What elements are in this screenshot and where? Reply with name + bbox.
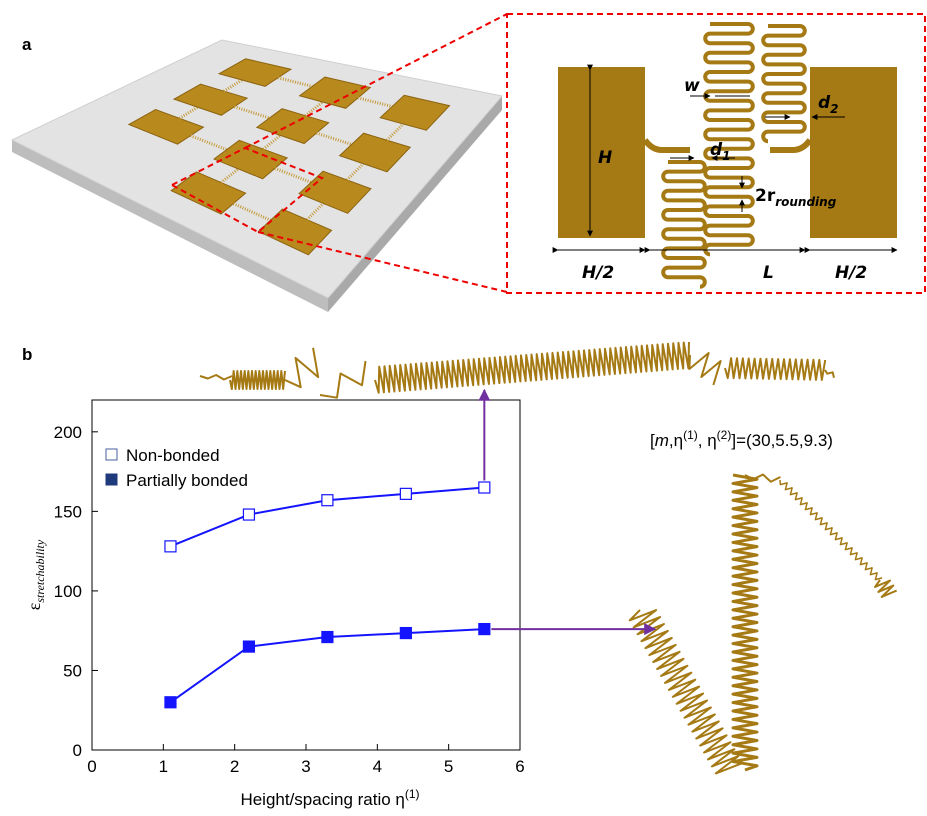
serpentine-image xyxy=(689,353,720,385)
legend-label: Non-bonded xyxy=(126,446,220,465)
x-tick-label: 0 xyxy=(87,757,96,776)
serpentine-image xyxy=(375,342,689,393)
dim-label-base: d xyxy=(710,140,723,160)
x-tick-label: 6 xyxy=(515,757,524,776)
y-tick-label: 200 xyxy=(54,423,82,442)
serpentine-image xyxy=(320,361,366,398)
annotation: [m,η(1), η(2)]=(30,5.5,9.3) xyxy=(650,428,833,450)
serpentine-image xyxy=(725,358,825,380)
annotation-part: (1) xyxy=(683,428,698,442)
data-point xyxy=(243,509,254,520)
dim-label: H/2 xyxy=(835,263,867,283)
data-point xyxy=(400,488,411,499)
figure: a b H H/2 L H/2 w d2 d1 2rroundin xyxy=(0,0,927,811)
dim-label: H/2 xyxy=(582,263,614,283)
neck xyxy=(770,140,810,150)
y-axis-label: εstretchability xyxy=(24,539,47,610)
dim-label-base: d xyxy=(818,93,831,113)
data-point xyxy=(322,632,333,643)
annotation-part: ]=(30,5.5,9.3) xyxy=(731,431,833,450)
neck xyxy=(645,140,690,150)
x-axis-label-text: Height/spacing ratio η xyxy=(240,790,404,809)
y-tick-label: 100 xyxy=(54,582,82,601)
dim-label: w xyxy=(684,76,700,96)
dim-label: L xyxy=(763,263,774,283)
annotation-part: (2) xyxy=(717,428,732,442)
serpentine xyxy=(763,26,805,141)
panel-label: a xyxy=(22,35,32,54)
serpentine-image xyxy=(230,371,285,389)
serpentine-image xyxy=(630,610,742,773)
serpentine-image xyxy=(875,580,897,597)
serpentine-image xyxy=(733,475,757,770)
dim-label: H xyxy=(598,148,612,168)
y-tick-label: 0 xyxy=(73,741,82,760)
serpentine-image xyxy=(780,480,882,580)
data-point xyxy=(165,541,176,552)
data-point xyxy=(479,624,490,635)
data-point xyxy=(400,628,411,639)
y-tick-label: 150 xyxy=(54,502,82,521)
page: a b H H/2 L H/2 w d2 d1 2rroundin xyxy=(0,0,927,816)
x-tick-label: 5 xyxy=(444,757,453,776)
legend-marker xyxy=(106,474,117,485)
legend-label: Partially bonded xyxy=(126,471,248,490)
dim-label-sub: 2 xyxy=(830,102,838,116)
y-axis-label-sub: stretchability xyxy=(33,539,47,603)
data-point xyxy=(322,495,333,506)
data-point xyxy=(479,482,490,493)
legend-marker xyxy=(106,449,117,460)
x-axis-label: Height/spacing ratio η(1) xyxy=(240,787,419,809)
dim-label-sub: 1 xyxy=(722,149,730,163)
x-tick-label: 4 xyxy=(373,757,382,776)
annotation-part: , η xyxy=(698,431,717,450)
annotation-part: ,η xyxy=(669,431,683,450)
dim-label: d1 xyxy=(710,140,731,163)
x-tick-label: 1 xyxy=(159,757,168,776)
y-tick-label: 50 xyxy=(63,661,82,680)
x-axis-label-sup: (1) xyxy=(405,787,420,801)
annotation-part: m xyxy=(655,431,669,450)
x-tick-label: 2 xyxy=(230,757,239,776)
serpentine-image xyxy=(200,375,232,379)
serpentine xyxy=(663,162,705,287)
dim-label-sub: rounding xyxy=(775,195,836,209)
deformed-serpentine-images xyxy=(200,342,897,773)
data-point xyxy=(165,697,176,708)
panel-label: b xyxy=(22,345,32,364)
serpentine-image xyxy=(285,348,318,387)
serpentine-image xyxy=(825,370,834,378)
dim-label-base: 2r xyxy=(755,186,776,206)
data-point xyxy=(243,641,254,652)
x-tick-label: 3 xyxy=(301,757,310,776)
